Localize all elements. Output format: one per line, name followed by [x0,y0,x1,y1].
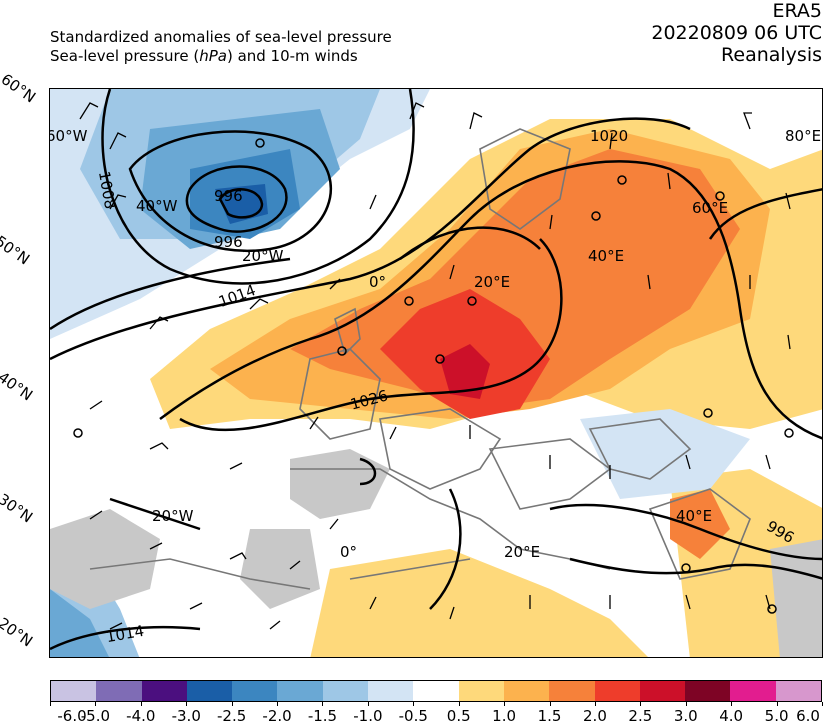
colorbar-swatch [186,681,233,701]
colorbar-tick [822,702,823,706]
anomaly-shading [50,89,822,657]
colorbar-tick-label: 1.5 [537,707,562,725]
lat-label-40n: 40°N [0,368,36,405]
colorbar-tick-label: 4.0 [719,707,744,725]
colorbar-tick [731,702,733,706]
colorbar-tick [277,702,279,706]
colorbar-swatch [639,681,686,701]
lon-label-20w: 20°W [242,247,284,265]
lon-label-60e: 60°E [692,199,729,217]
colorbar-swatch [685,681,731,701]
colorbar-swatch [594,681,640,701]
colorbar-tick [776,702,778,706]
colorbar-tick-label: -1.5 [307,707,338,725]
colorbar-swatch [503,681,550,701]
colorbar-tick-label: 2.5 [628,707,653,725]
lon-label-0: 0° [369,273,387,291]
colorbar-swatch [413,681,459,701]
colorbar-tick [231,702,233,706]
lat-label-30n: 30°N [0,490,36,527]
isobars [50,89,822,651]
lon-label-20e-south: 20°E [504,543,541,561]
colorbar-tick [640,702,642,706]
colorbar-swatch [549,681,595,701]
colorbar-tick-label: -2.5 [217,707,247,725]
colorbar-tick [549,702,551,706]
colorbar-swatch [51,681,97,701]
colorbar-swatch [96,681,142,701]
colorbar-tick-label: 0.5 [446,707,471,725]
colorbar-swatch [277,681,323,701]
map-title-line1: Standardized anomalies of sea-level pres… [50,28,392,46]
colorbar-tick-label: -6.0 [57,707,87,725]
lon-label-40w: 40°W [136,197,178,215]
colorbar-tick-label: -5.0 [80,707,111,725]
colorbar [50,680,822,702]
colorbar-tick-label: -4.0 [126,707,156,725]
colorbar-swatch [730,681,776,701]
isobar-label: 996 [214,233,243,251]
colorbar-swatch [775,681,822,701]
lon-label-0-south: 0° [340,543,358,561]
lon-label-20e: 20°E [474,273,511,291]
lon-label-60w: 60°W [49,127,88,145]
colorbar-tick [504,702,506,706]
colorbar-tick-label: 2.0 [583,707,607,725]
colorbar-tick [322,702,324,706]
colorbar-tick-label: -0.5 [398,707,428,725]
map-panel: 60°W 40°W 20°W 0° 20°E 40°E 60°E 80°E 20… [49,88,823,658]
lon-label-40e-south: 40°E [676,507,713,525]
data-source-label: ERA5 [772,0,822,22]
colorbar-tick-label: 1.0 [492,707,517,725]
colorbar-tick-label: 5.0 [764,707,789,725]
colorbar-swatch [368,681,414,701]
product-label: Reanalysis [721,44,822,66]
map-title-line2: Sea-level pressure (hPa) and 10-m winds [50,47,358,65]
colorbar-tick-label: 6.0 [796,707,820,725]
lat-label-20n: 20°N [0,614,36,651]
calm-wind-circles [73,138,794,614]
colorbar-swatch [458,681,504,701]
colorbar-tick [50,702,51,706]
colorbar-tick [367,702,369,706]
lon-label-20w-south: 20°W [152,507,194,525]
isobar-label: 1020 [590,127,629,145]
colorbar-tick [413,702,415,706]
lat-label-60n: 60°N [0,70,39,107]
isobar-label: 996 [214,187,243,205]
colorbar-tick [594,702,596,706]
colorbar-swatch [232,681,278,701]
colorbar-tick [458,702,460,706]
colorbar-tick-label: -1.0 [353,707,383,725]
lat-label-50n: 50°N [0,232,33,269]
colorbar-tick [140,702,142,706]
colorbar-tick-label: -2.0 [262,707,292,725]
colorbar-tick-label: -3.0 [171,707,201,725]
lon-label-40e: 40°E [588,247,625,265]
colorbar-swatch [141,681,187,701]
valid-time-label: 20220809 06 UTC [651,22,822,44]
colorbar-swatch [322,681,369,701]
colorbar-tick [685,702,687,706]
lon-label-80e: 80°E [785,127,822,145]
colorbar-tick [186,702,188,706]
wind-barbs [79,102,791,630]
colorbar-tick-label: 3.0 [673,707,698,725]
colorbar-tick [95,702,97,706]
